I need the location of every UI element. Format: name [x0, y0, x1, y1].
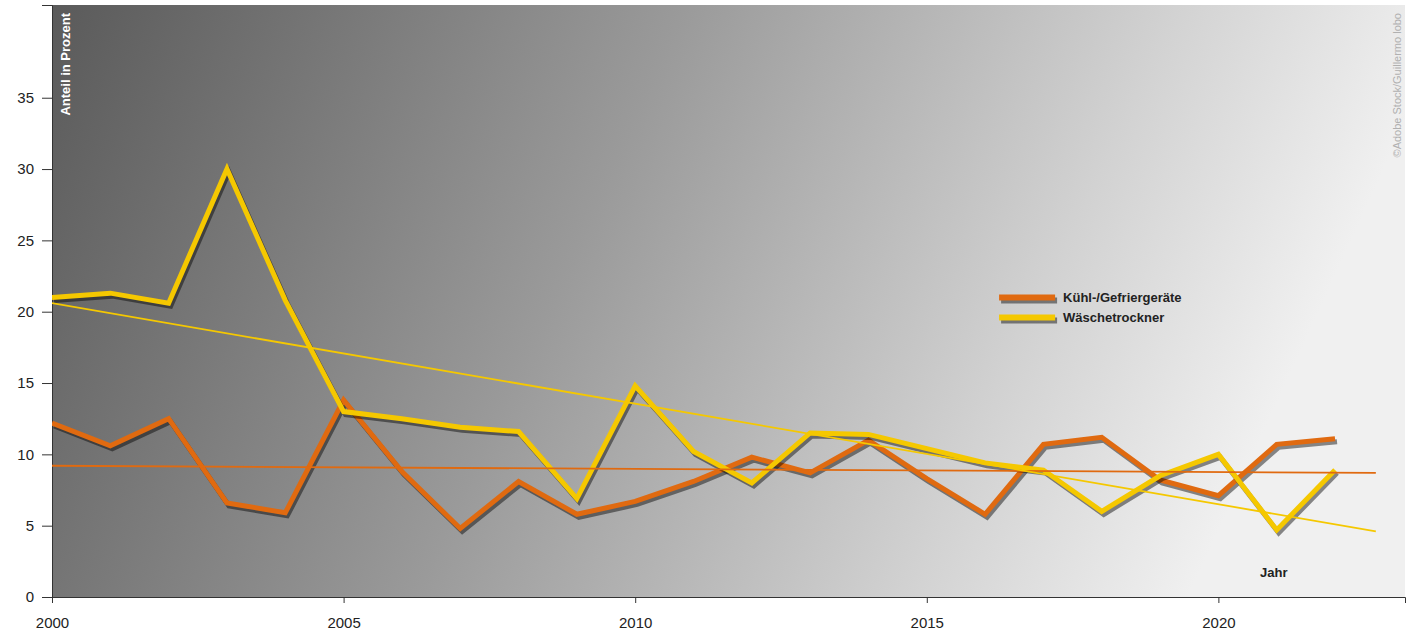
x-tick: 2000	[36, 597, 69, 631]
y-tick: 5	[26, 517, 52, 534]
y-tick-mark	[42, 597, 52, 598]
x-tick: 2005	[327, 597, 360, 631]
y-tick-label: 5	[26, 517, 34, 534]
x-tick-mark	[344, 597, 345, 603]
legend-item: Wäschetrockner	[999, 310, 1164, 325]
line-shadow	[54, 172, 1337, 533]
legend-item: Kühl-/Gefriergeräte	[999, 290, 1181, 305]
y-tick-mark	[42, 240, 52, 241]
x-axis-line	[53, 598, 1406, 604]
y-tick: 15	[17, 374, 52, 391]
x-tick-label: 2015	[911, 614, 944, 631]
y-tick-mark	[42, 383, 52, 384]
x-tick: 2020	[1202, 597, 1235, 631]
x-axis-title: Jahr	[1260, 565, 1287, 580]
x-tick-mark	[1218, 597, 1219, 603]
y-tick-mark	[42, 454, 52, 455]
y-tick-mark	[42, 312, 52, 313]
x-tick-label: 2010	[619, 614, 652, 631]
legend-label: Kühl-/Gefriergeräte	[1063, 290, 1181, 305]
y-tick: 35	[17, 89, 52, 106]
trend-line	[52, 466, 1376, 473]
marks	[52, 169, 1376, 533]
y-tick: 20	[17, 303, 52, 320]
trend-line	[52, 303, 1376, 531]
series-line	[52, 169, 1335, 530]
x-tick-label: 2000	[36, 614, 69, 631]
x-tick-label: 2020	[1202, 614, 1235, 631]
x-tick: 2015	[911, 597, 944, 631]
y-axis-line	[42, 6, 53, 598]
y-tick: 10	[17, 446, 52, 463]
legend-swatch	[999, 294, 1055, 300]
plot-background	[52, 5, 1405, 597]
chart: 2000 2005 2010 2015 2020 0 5 10 15 20 25 30 35 Anteil…	[0, 0, 1419, 644]
y-tick-label: 30	[17, 160, 34, 177]
x-tick: 2010	[619, 597, 652, 631]
legend-label: Wäschetrockner	[1063, 310, 1164, 325]
y-tick-label: 35	[17, 89, 34, 106]
y-tick: 0	[26, 588, 52, 605]
x-axis: 2000 2005 2010 2015 2020	[36, 597, 1406, 631]
y-axis: 0 5 10 15 20 25 30 35	[17, 6, 52, 606]
x-tick-label: 2005	[327, 614, 360, 631]
y-tick-mark	[42, 98, 52, 99]
credit: ©Adobe Stock/Guillermo lobo	[1391, 13, 1403, 157]
y-tick-label: 10	[17, 446, 34, 463]
y-tick-label: 20	[17, 303, 34, 320]
x-tick-mark	[635, 597, 636, 603]
y-tick-label: 25	[17, 232, 34, 249]
y-tick: 25	[17, 232, 52, 249]
plot: 2000 2005 2010 2015 2020 0 5 10 15 20 25 30 35 Anteil…	[17, 5, 1405, 631]
y-tick-label: 15	[17, 374, 34, 391]
y-tick-label: 0	[26, 588, 34, 605]
legend-swatch	[999, 314, 1055, 320]
y-tick-mark	[42, 169, 52, 170]
y-tick: 30	[17, 160, 52, 177]
series-line	[52, 400, 1335, 528]
x-tick-mark	[927, 597, 928, 603]
y-axis-title: Anteil in Prozent	[58, 12, 73, 115]
legend: Kühl-/Gefriergeräte Wäschetrockner	[999, 290, 1181, 325]
y-tick-mark	[42, 526, 52, 527]
